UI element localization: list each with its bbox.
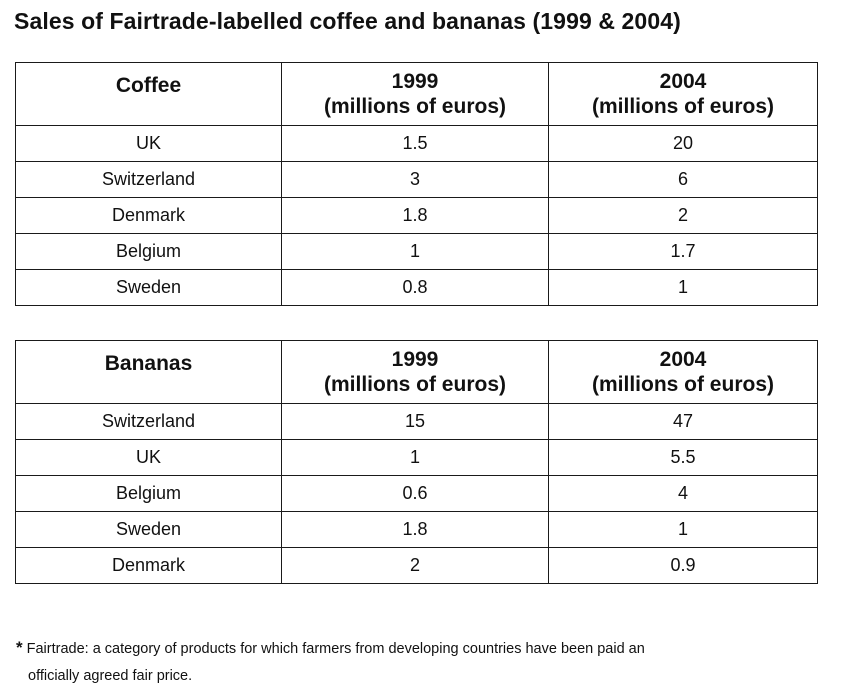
value-1999-cell: 1.5: [281, 125, 549, 162]
country-cell: Sweden: [15, 269, 282, 306]
column-year: 1999: [391, 70, 439, 93]
column-unit: (millions of euros): [323, 95, 506, 118]
country-cell: Sweden: [15, 511, 282, 548]
table-row: Denmark 2 0.9: [15, 547, 818, 584]
column-unit: (millions of euros): [591, 95, 774, 118]
country-cell: Denmark: [15, 547, 282, 584]
value-1999-cell: 0.8: [281, 269, 549, 306]
footnote-text-1: Fairtrade: a category of products for wh…: [26, 641, 645, 657]
value-2004-cell: 47: [548, 403, 818, 440]
table-row: UK 1.5 20: [15, 125, 818, 162]
column-header-1999: 1999 (millions of euros): [281, 340, 549, 404]
country-cell: Switzerland: [15, 161, 282, 198]
table-row: Switzerland 3 6: [15, 161, 818, 198]
value-1999-cell: 1.8: [281, 511, 549, 548]
column-unit: (millions of euros): [323, 373, 506, 396]
column-header-2004: 2004 (millions of euros): [548, 340, 818, 404]
value-2004-cell: 1: [548, 269, 818, 306]
table-row: Belgium 1 1.7: [15, 233, 818, 270]
column-header-2004: 2004 (millions of euros): [548, 62, 818, 126]
value-2004-cell: 6: [548, 161, 818, 198]
table-category-header: Coffee: [15, 62, 282, 126]
value-1999-cell: 15: [281, 403, 549, 440]
page-title: Sales of Fairtrade-labelled coffee and b…: [14, 8, 681, 34]
bananas-table: Bananas 1999 (millions of euros) 2004 (m…: [15, 340, 818, 584]
table-row: Switzerland 15 47: [15, 403, 818, 440]
country-cell: Denmark: [15, 197, 282, 234]
table-row: UK 1 5.5: [15, 439, 818, 476]
footnote-marker: *: [16, 638, 23, 657]
country-cell: UK: [15, 125, 282, 162]
value-2004-cell: 2: [548, 197, 818, 234]
value-1999-cell: 1: [281, 439, 549, 476]
value-1999-cell: 1: [281, 233, 549, 270]
table-row: Belgium 0.6 4: [15, 475, 818, 512]
table-row: Sweden 0.8 1: [15, 269, 818, 306]
column-year: 2004: [659, 70, 707, 93]
value-2004-cell: 20: [548, 125, 818, 162]
table-header-row: Bananas 1999 (millions of euros) 2004 (m…: [15, 340, 818, 404]
country-cell: Belgium: [15, 233, 282, 270]
value-1999-cell: 3: [281, 161, 549, 198]
country-cell: Switzerland: [15, 403, 282, 440]
value-2004-cell: 1.7: [548, 233, 818, 270]
value-2004-cell: 4: [548, 475, 818, 512]
country-cell: UK: [15, 439, 282, 476]
value-1999-cell: 2: [281, 547, 549, 584]
column-year: 2004: [659, 348, 707, 371]
value-1999-cell: 0.6: [281, 475, 549, 512]
column-header-1999: 1999 (millions of euros): [281, 62, 549, 126]
column-unit: (millions of euros): [591, 373, 774, 396]
country-cell: Belgium: [15, 475, 282, 512]
table-body: UK 1.5 20 Switzerland 3 6 Denmark 1.8 2 Belgium 1 1…: [15, 125, 818, 306]
column-year: 1999: [391, 348, 439, 371]
coffee-table: Coffee 1999 (millions of euros) 2004 (mi…: [15, 62, 818, 306]
table-category-header: Bananas: [15, 340, 282, 404]
footnote-line-1: * Fairtrade: a category of products for w…: [16, 634, 836, 663]
footnote-text-2: officially agreed fair price.: [28, 668, 193, 684]
value-1999-cell: 1.8: [281, 197, 549, 234]
table-header-row: Coffee 1999 (millions of euros) 2004 (mi…: [15, 62, 818, 126]
value-2004-cell: 0.9: [548, 547, 818, 584]
table-row: Sweden 1.8 1: [15, 511, 818, 548]
table-body: Switzerland 15 47 UK 1 5.5 Belgium 0.6 4 Sweden 1.…: [15, 403, 818, 584]
value-2004-cell: 1: [548, 511, 818, 548]
value-2004-cell: 5.5: [548, 439, 818, 476]
footnote: * Fairtrade: a category of products for w…: [16, 634, 836, 690]
table-row: Denmark 1.8 2: [15, 197, 818, 234]
